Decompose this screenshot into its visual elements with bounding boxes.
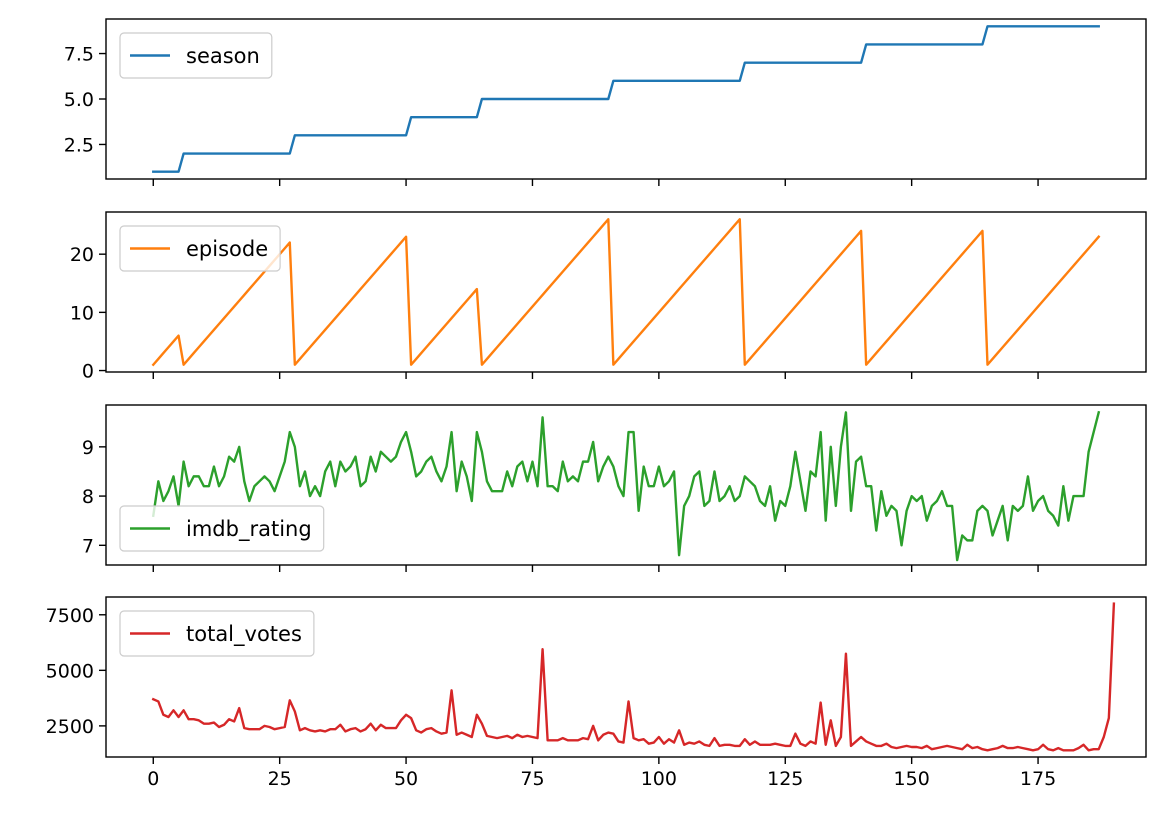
x-tick-label: 175 — [1020, 768, 1056, 790]
total_votes-legend: total_votes — [119, 610, 315, 657]
episode-y-tick-label: 20 — [70, 244, 94, 266]
imdb_rating-y-tick-label: 7 — [82, 535, 94, 557]
episode-series-line — [151, 218, 1101, 367]
season-y-tick-label: 5.0 — [64, 89, 94, 111]
season-y-tick-label: 7.5 — [64, 44, 94, 66]
episode-legend-box — [119, 225, 281, 272]
imdb_rating-legend: imdb_rating — [119, 505, 325, 552]
episode-y-tick-label: 0 — [82, 361, 94, 383]
season-series-line — [152, 25, 1100, 173]
total_votes-legend-label: total_votes — [186, 622, 302, 647]
imdb_rating-legend-box — [119, 505, 325, 552]
episode-y-tick-label: 10 — [70, 302, 94, 324]
x-tick-label: 50 — [394, 768, 418, 790]
x-tick-label: 75 — [520, 768, 544, 790]
season-legend-box — [119, 32, 273, 79]
subplot-episode: 0 10 20 episode — [70, 211, 1147, 383]
season-legend: season — [119, 32, 273, 79]
x-tick-label: 25 — [268, 768, 292, 790]
episode-legend: episode — [119, 225, 281, 272]
imdb_rating-axes-frame — [105, 404, 1147, 566]
total_votes-legend-box — [119, 610, 315, 657]
imdb_rating-legend-label: imdb_rating — [186, 517, 312, 542]
total_votes-y-tick-label: 5000 — [46, 660, 94, 682]
season-legend-label: season — [186, 44, 260, 68]
x-tick-label: 150 — [894, 768, 930, 790]
x-tick-label: 125 — [767, 768, 803, 790]
episode-axes-frame — [105, 211, 1147, 373]
imdb_rating-y-tick-label: 8 — [82, 486, 94, 508]
x-tick-label: 100 — [641, 768, 677, 790]
total_votes-series-line — [151, 602, 1116, 752]
episode-legend-label: episode — [186, 237, 268, 261]
subplots: 2.5 5.0 7.5 season 0 10 20 episode 7 8 9 imdb_ratin… — [46, 18, 1147, 790]
subplot-total_votes: 2500 5000 7500 0 25 50 75 100 125 150 175 total_vot… — [46, 596, 1147, 790]
imdb_rating-y-tick-label: 9 — [82, 437, 94, 459]
imdb_rating-series-line — [151, 410, 1101, 562]
total_votes-axes-frame — [105, 596, 1147, 758]
total_votes-y-tick-label: 2500 — [46, 716, 94, 738]
season-y-tick-label: 2.5 — [64, 134, 94, 156]
subplot-imdb_rating: 7 8 9 imdb_rating — [82, 404, 1147, 572]
x-tick-label: 0 — [147, 768, 159, 790]
total_votes-y-tick-label: 7500 — [46, 605, 94, 627]
subplot-season: 2.5 5.0 7.5 season — [64, 18, 1147, 186]
